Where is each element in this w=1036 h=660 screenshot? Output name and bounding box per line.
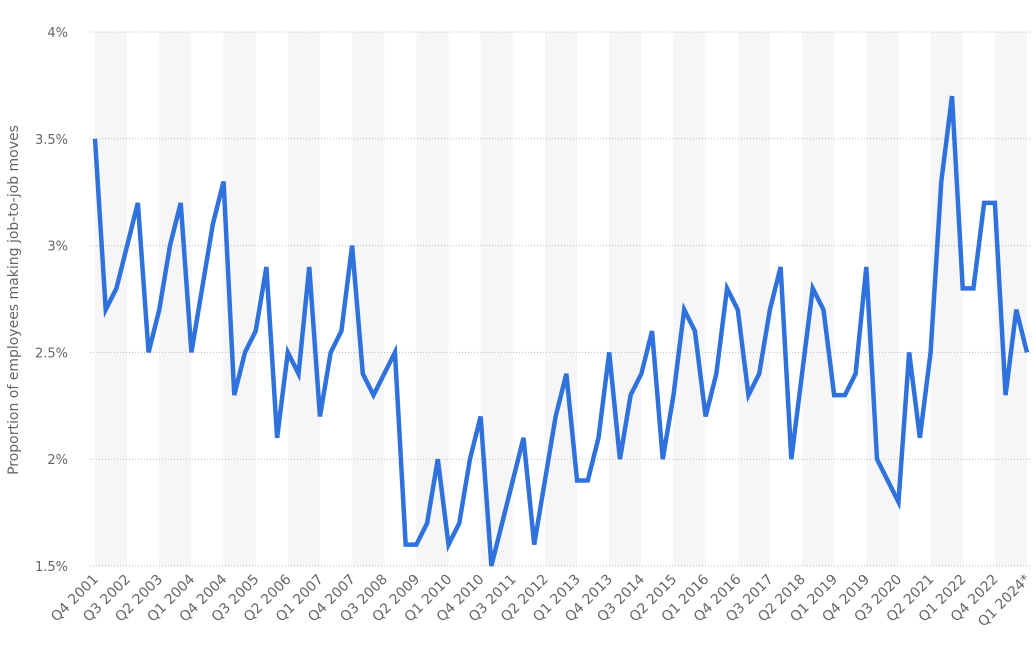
y-tick-label: 3.5% bbox=[35, 133, 68, 148]
column-stripe bbox=[866, 32, 899, 566]
column-stripe bbox=[544, 32, 578, 566]
column-stripe bbox=[737, 32, 770, 566]
y-tick-label: 1.5% bbox=[35, 560, 68, 575]
column-stripe bbox=[609, 32, 642, 566]
data-line bbox=[92, 95, 1030, 567]
column-stripe bbox=[416, 32, 449, 566]
column-stripe bbox=[673, 32, 706, 566]
y-axis-label: Proportion of employees making job-to-jo… bbox=[6, 125, 22, 475]
y-tick-label: 3% bbox=[47, 240, 68, 255]
y-tick-label: 2.5% bbox=[35, 346, 68, 361]
y-tick-label: 4% bbox=[47, 26, 68, 41]
y-tick-label: 2% bbox=[47, 453, 68, 468]
